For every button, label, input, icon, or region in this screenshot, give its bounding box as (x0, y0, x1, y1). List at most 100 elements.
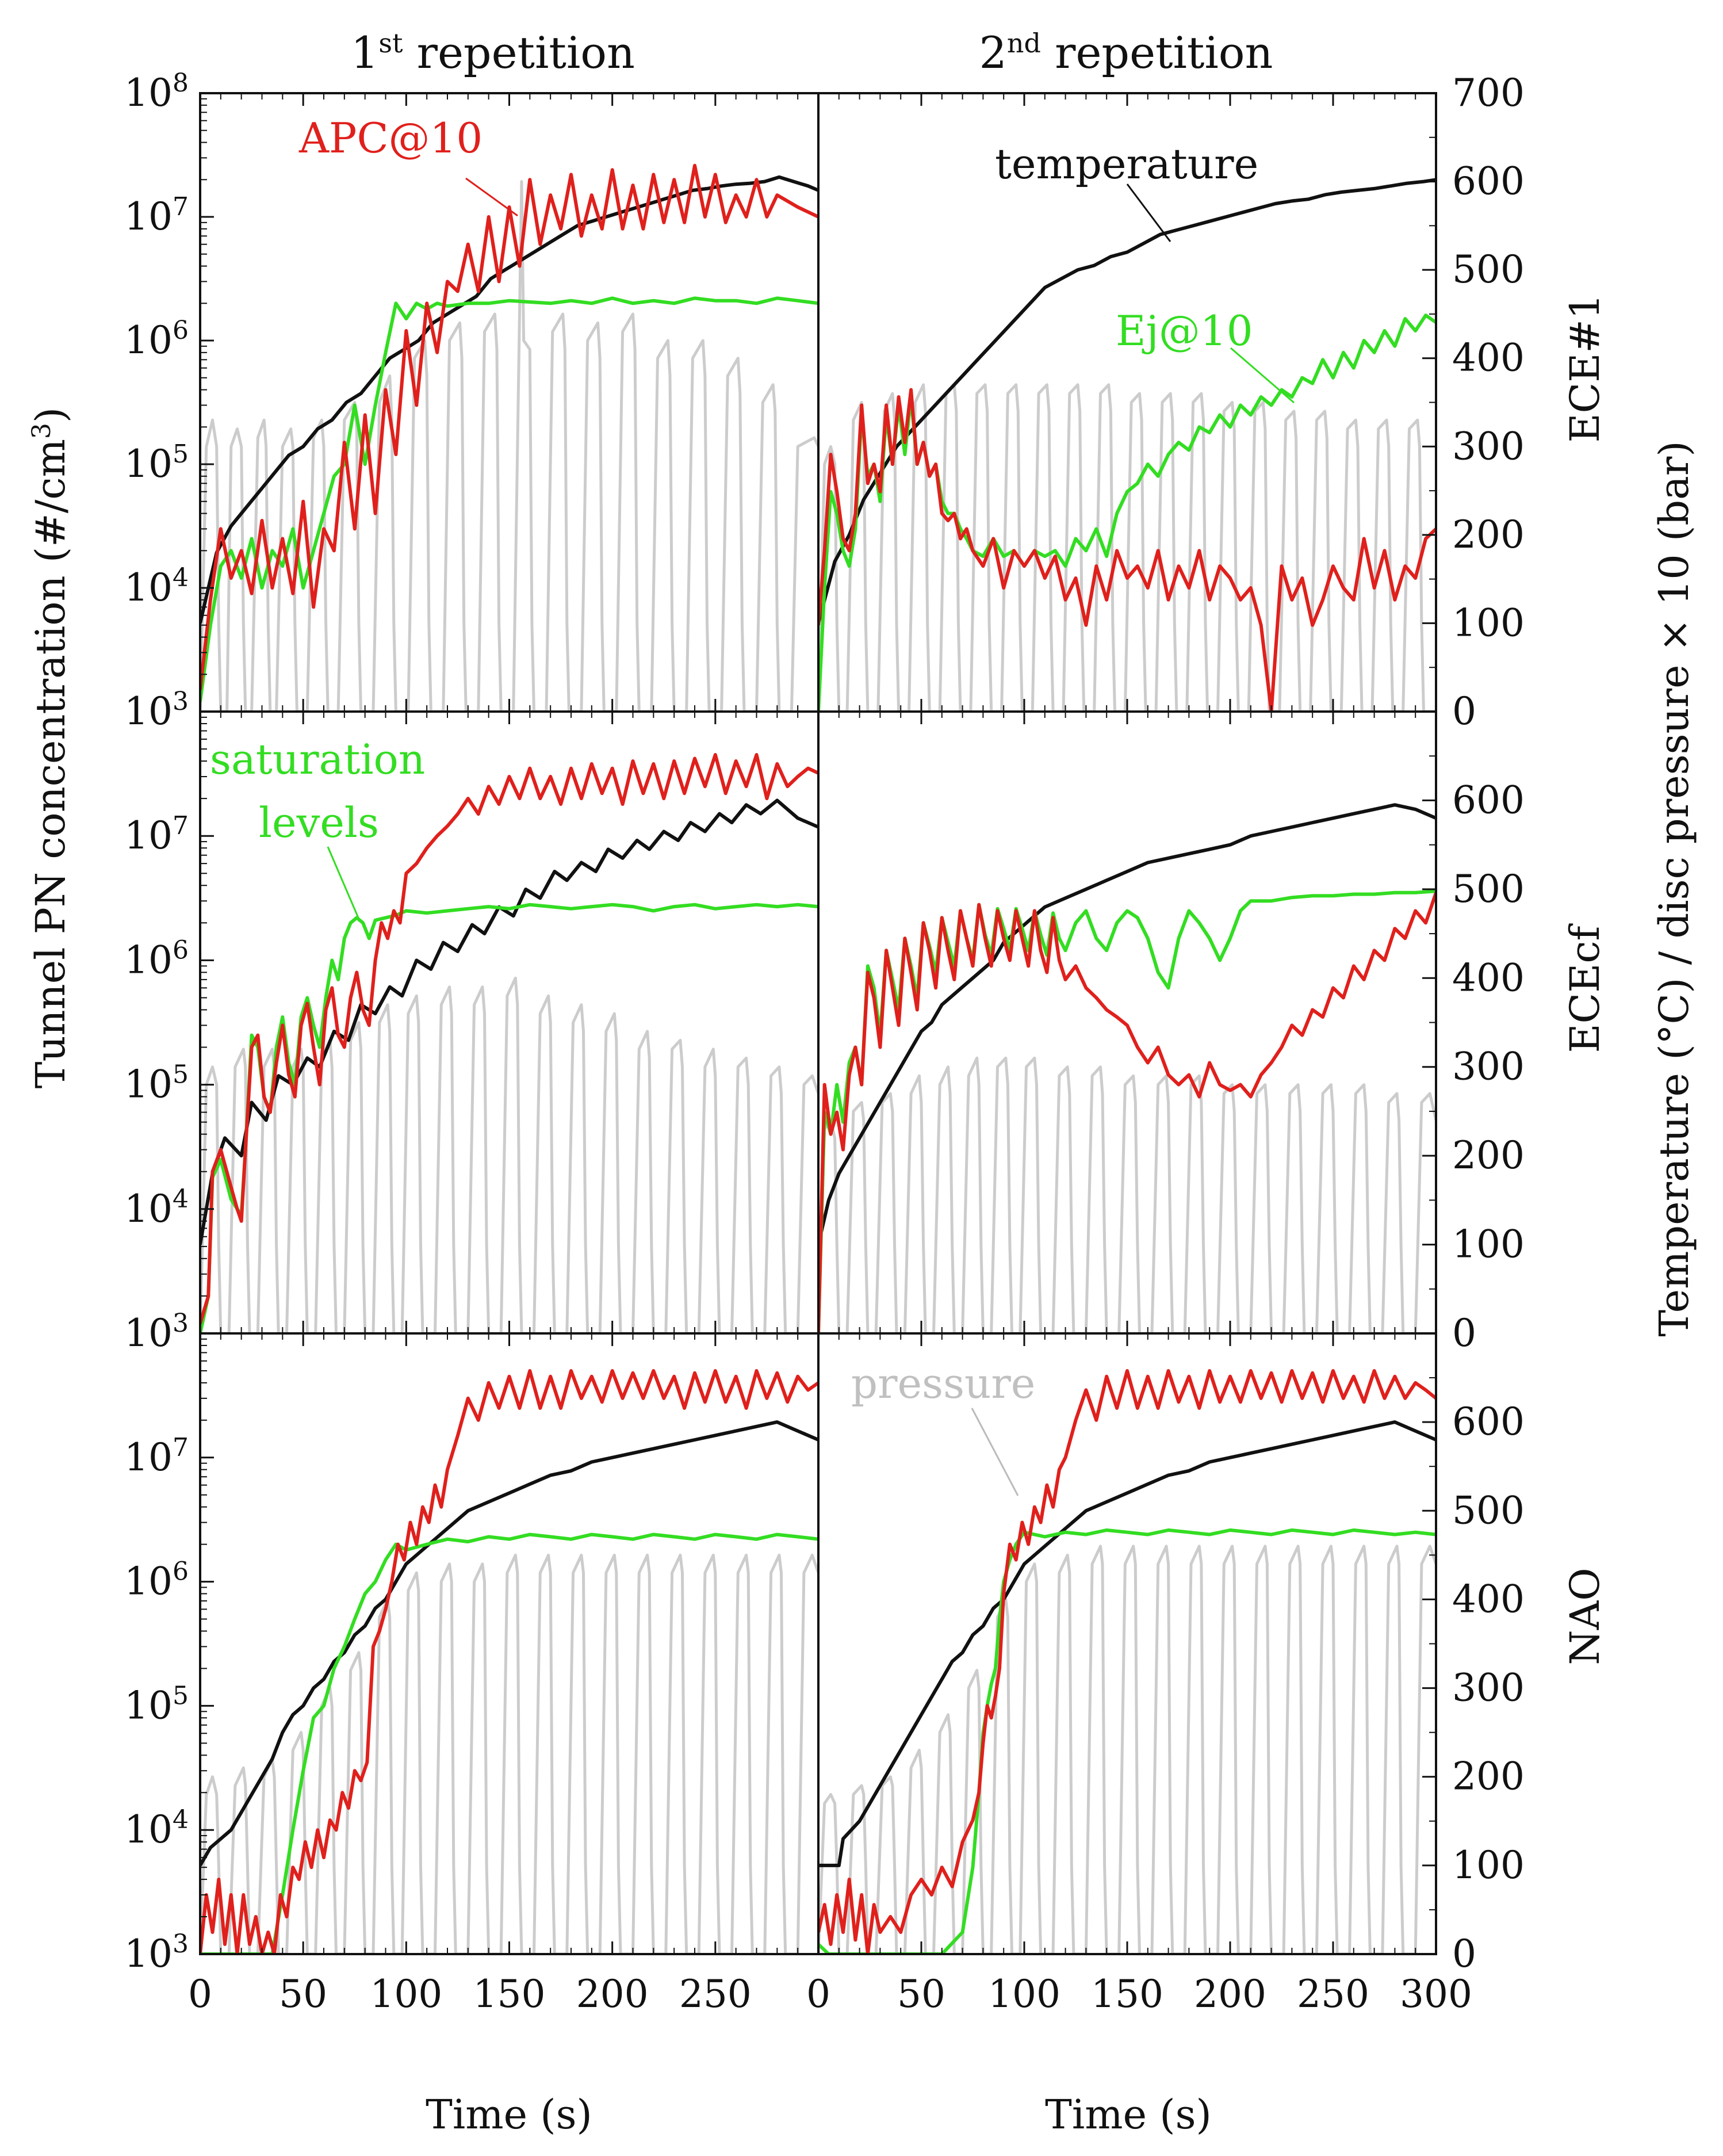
y-right-tick-label: 600 (1452, 778, 1525, 822)
panel-3-series (200, 753, 818, 1333)
y-right-tick-label: 0 (1452, 1311, 1476, 1355)
panel-1-series (200, 163, 818, 712)
y-right-tick-label: 500 (1452, 867, 1525, 911)
x-tick-label: 50 (279, 1972, 327, 2016)
panel-5-apc-line (200, 1369, 818, 1954)
panel-4-apc-line (818, 892, 1436, 1333)
panel-6-series (818, 1369, 1436, 1954)
panel-5-frame (199, 1332, 820, 1955)
annotation-saturation: saturation (210, 735, 425, 783)
y-right-tick-label: 0 (1452, 689, 1476, 733)
x-tick-label: 0 (188, 1972, 212, 2016)
y-right-tick-label: 700 (1452, 71, 1525, 115)
column-title-2: 2nd repetition (979, 27, 1273, 78)
annotations: APC@10 temperature Ej@10 saturation leve… (210, 114, 1295, 1496)
x-axis-title-right: Time (s) (1045, 2091, 1212, 2138)
right-axis-title: Temperature (°C) / disc pressure × 10 (b… (1651, 441, 1698, 1336)
y-right-tick-label: 400 (1452, 336, 1525, 380)
panel-frames (199, 92, 1437, 1955)
panel-4-series (818, 803, 1436, 1333)
left-axis-title: Tunnel PN concentration (#/cm3) (27, 407, 75, 1089)
y-left-tick-label: 104 (124, 1184, 189, 1231)
panel-1-ej-line (200, 296, 818, 702)
panel-2-apc-line (818, 388, 1436, 712)
y-right-tick-label: 500 (1452, 1488, 1525, 1532)
y-right-tick-label: 100 (1452, 1843, 1525, 1887)
annotation-pointer-apc (465, 177, 518, 217)
x-tick-label: 150 (473, 1972, 546, 2016)
y-right-tick-label: 400 (1452, 955, 1525, 1000)
panel-3-apc-line (200, 753, 818, 1324)
annotation-pointer-pressure (971, 1408, 1019, 1496)
annotation-pointer-temperature (1126, 184, 1171, 242)
y-right-tick-label: 200 (1452, 1754, 1525, 1799)
y-left-tick-label: 103 (124, 1309, 189, 1356)
panel-2-pressure-line (818, 383, 1436, 712)
annotation-pressure: pressure (851, 1359, 1035, 1408)
y-right-tick-label: 200 (1452, 513, 1525, 557)
panel-4-temperature-line (818, 803, 1436, 1245)
x-axis-tick-labels: 0 50 100 150 200 250 0 50 100 150 200 250 300 (188, 1972, 1472, 2016)
x-tick-label: 200 (1194, 1972, 1266, 2016)
data-layer (200, 163, 1436, 1954)
annotation-apc: APC@10 (298, 114, 483, 162)
panel-6-temperature-line (818, 1420, 1436, 1867)
row-label-nao: NAO (1561, 1568, 1609, 1665)
x-tick-label: 150 (1091, 1972, 1163, 2016)
panel-3-temperature-line (200, 798, 818, 1245)
y-right-tick-label: 300 (1452, 1045, 1525, 1089)
y-left-tick-label: 103 (124, 687, 189, 734)
x-tick-label: 0 (806, 1972, 830, 2016)
y-left-tick-label: 106 (124, 316, 189, 363)
panel-5-temperature-line (200, 1420, 818, 1867)
panel-6-frame (817, 1332, 1437, 1955)
panel-5-ej-line (200, 1532, 818, 1954)
panel-1-apc-line (200, 163, 818, 690)
y-left-tick-label: 108 (124, 68, 189, 116)
y-left-tick-label: 106 (124, 1557, 189, 1604)
x-tick-label: 200 (576, 1972, 649, 2016)
y-left-tick-label: 105 (124, 1681, 189, 1728)
column-titles: 1st repetition 2nd repetition (351, 27, 1273, 78)
annotation-ej: Ej@10 (1116, 307, 1253, 355)
x-tick-label: 100 (370, 1972, 442, 2016)
row-label-ece1: ECE#1 (1561, 294, 1609, 443)
y-left-tick-label: 104 (124, 563, 189, 610)
x-tick-label: 250 (679, 1972, 752, 2016)
y-left-tick-label: 107 (124, 1432, 189, 1480)
y-right-tick-label: 500 (1452, 247, 1525, 292)
y-left-tick-label: 106 (124, 935, 189, 983)
panel-5-pressure-line (200, 1553, 818, 1954)
y-left-tick-label: 107 (124, 811, 189, 858)
y-right-tick-label: 600 (1452, 1400, 1525, 1444)
annotation-pointer-ej (1230, 347, 1295, 404)
y-right-tick-label: 100 (1452, 601, 1525, 645)
panel-1-pressure-line (200, 180, 818, 712)
panel-4-frame (817, 710, 1437, 1335)
y-left-tick-label: 104 (124, 1805, 189, 1852)
panel-6-pressure-line (818, 1545, 1436, 1954)
annotation-levels: levels (259, 798, 379, 847)
annotation-temperature: temperature (995, 140, 1258, 188)
x-tick-label: 300 (1400, 1972, 1472, 2016)
row-label-ececf: ECEcf (1561, 923, 1609, 1053)
y-left-tick-label: 105 (124, 439, 189, 487)
panel-5-series (200, 1369, 818, 1954)
y-right-tick-label: 200 (1452, 1133, 1525, 1178)
panel-2-temperature-line (818, 178, 1436, 624)
x-axis-title-left: Time (s) (426, 2091, 592, 2138)
x-tick-label: 50 (897, 1972, 945, 2016)
x-tick-label: 100 (988, 1972, 1060, 2016)
column-title-1: 1st repetition (351, 27, 635, 78)
left-axis-tick-labels: 103 104 105 106 107 108 103 104 105 106 107 103 104 1… (124, 68, 189, 1977)
y-left-tick-label: 105 (124, 1060, 189, 1107)
y-right-tick-label: 300 (1452, 1666, 1525, 1710)
panel-2-series (818, 178, 1436, 712)
y-left-tick-label: 107 (124, 192, 189, 239)
x-tick-label: 250 (1297, 1972, 1369, 2016)
panel-4-pressure-line (818, 1056, 1436, 1333)
panel-6-ej-line (818, 1528, 1436, 1954)
annotation-pointer-levels (327, 846, 361, 921)
y-right-tick-label: 100 (1452, 1222, 1525, 1267)
